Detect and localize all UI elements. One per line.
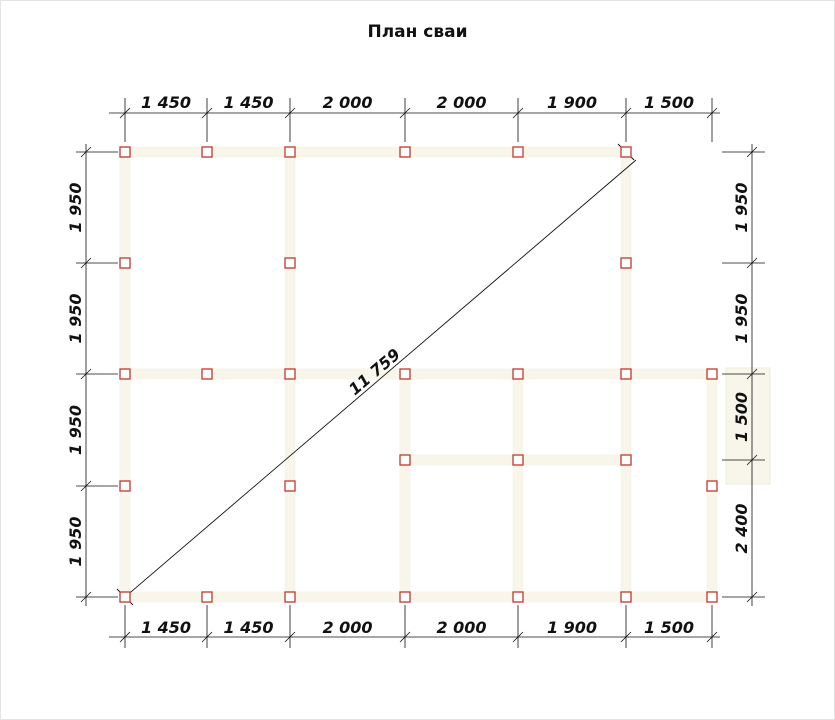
dim-bottom-tick-4 [512,631,524,643]
dim-left-tick-2 [80,368,92,380]
pile-26 [512,591,524,603]
pile-27 [620,591,632,603]
pile-9 [119,368,131,380]
piles [119,146,718,603]
dim-left-tick-4 [80,591,92,603]
pile-6 [119,257,131,269]
dim-bottom-5: 1 900 [547,618,597,637]
beam-h-1 [125,368,712,380]
beam-v-6 [399,374,411,597]
dimension-labels: 1 450 1 450 2 000 2 000 1 900 1 500 1 45… [66,93,751,637]
dim-right-2: 1 950 [732,293,751,343]
pile-0 [119,146,131,158]
dim-top-tick-1 [201,107,213,119]
dim-bottom-tick-2 [284,631,296,643]
pile-5 [620,146,632,158]
pile-14 [620,368,632,380]
dim-top-3: 2 000 [322,93,372,112]
dim-bottom-2: 1 450 [223,618,273,637]
pile-2 [284,146,296,158]
page-title: План сваи [367,22,468,42]
porch-area [725,367,771,485]
dim-right-3: 1 500 [732,392,751,442]
dim-right-tick-0 [746,146,758,158]
dim-top-tick-0 [119,107,131,119]
dim-right-tick-4 [746,591,758,603]
pile-28 [706,591,718,603]
pile-3 [399,146,411,158]
dim-left-3: 1 950 [66,405,85,455]
dim-top-2: 1 450 [223,93,273,112]
pile-12 [399,368,411,380]
dim-left-tick-1 [80,257,92,269]
pile-19 [119,480,131,492]
pile-7 [284,257,296,269]
dim-bottom-tick-0 [119,631,131,643]
pile-13 [512,368,524,380]
diagonal-line [124,159,637,598]
dim-top-tick-6 [706,107,718,119]
pile-15 [706,368,718,380]
pile-1 [201,146,213,158]
dim-bottom-6: 1 500 [644,618,694,637]
dim-right-1: 1 950 [732,182,751,232]
dim-top-tick-4 [512,107,524,119]
dim-right-4: 2 400 [732,503,751,553]
dim-left-1: 1 950 [66,182,85,232]
dim-top-1: 1 450 [141,93,191,112]
dimension-lines [76,98,765,648]
dim-right-tick-2 [746,368,758,380]
dim-left-4: 1 950 [66,516,85,566]
pile-20 [284,480,296,492]
pile-8 [620,257,632,269]
pile-17 [512,454,524,466]
dim-left-tick-0 [80,146,92,158]
dim-bottom-4: 2 000 [436,618,486,637]
pile-11 [284,368,296,380]
beam-h-3 [125,591,712,603]
beam-v-7 [512,374,524,597]
dim-top-5: 1 900 [547,93,597,112]
pile-24 [284,591,296,603]
dim-bottom-tick-6 [706,631,718,643]
pile-22 [119,591,131,603]
dim-top-tick-3 [399,107,411,119]
beam-h-0 [125,146,626,158]
pile-10 [201,368,213,380]
dim-top-tick-5 [620,107,632,119]
dim-left-tick-3 [80,480,92,492]
pile-23 [201,591,213,603]
dim-left-2: 1 950 [66,293,85,343]
dim-right-tick-1 [746,257,758,269]
dim-right-tick-3 [746,454,758,466]
dim-bottom-tick-1 [201,631,213,643]
pile-18 [620,454,632,466]
dim-bottom-tick-3 [399,631,411,643]
pile-4 [512,146,524,158]
foundation-beams [119,146,771,603]
dim-bottom-1: 1 450 [141,618,191,637]
pile-16 [399,454,411,466]
dim-top-tick-2 [284,107,296,119]
dim-bottom-tick-5 [620,631,632,643]
dim-top-6: 1 500 [644,93,694,112]
pile-25 [399,591,411,603]
dim-bottom-3: 2 000 [322,618,372,637]
dim-top-4: 2 000 [436,93,486,112]
pile-21 [706,480,718,492]
